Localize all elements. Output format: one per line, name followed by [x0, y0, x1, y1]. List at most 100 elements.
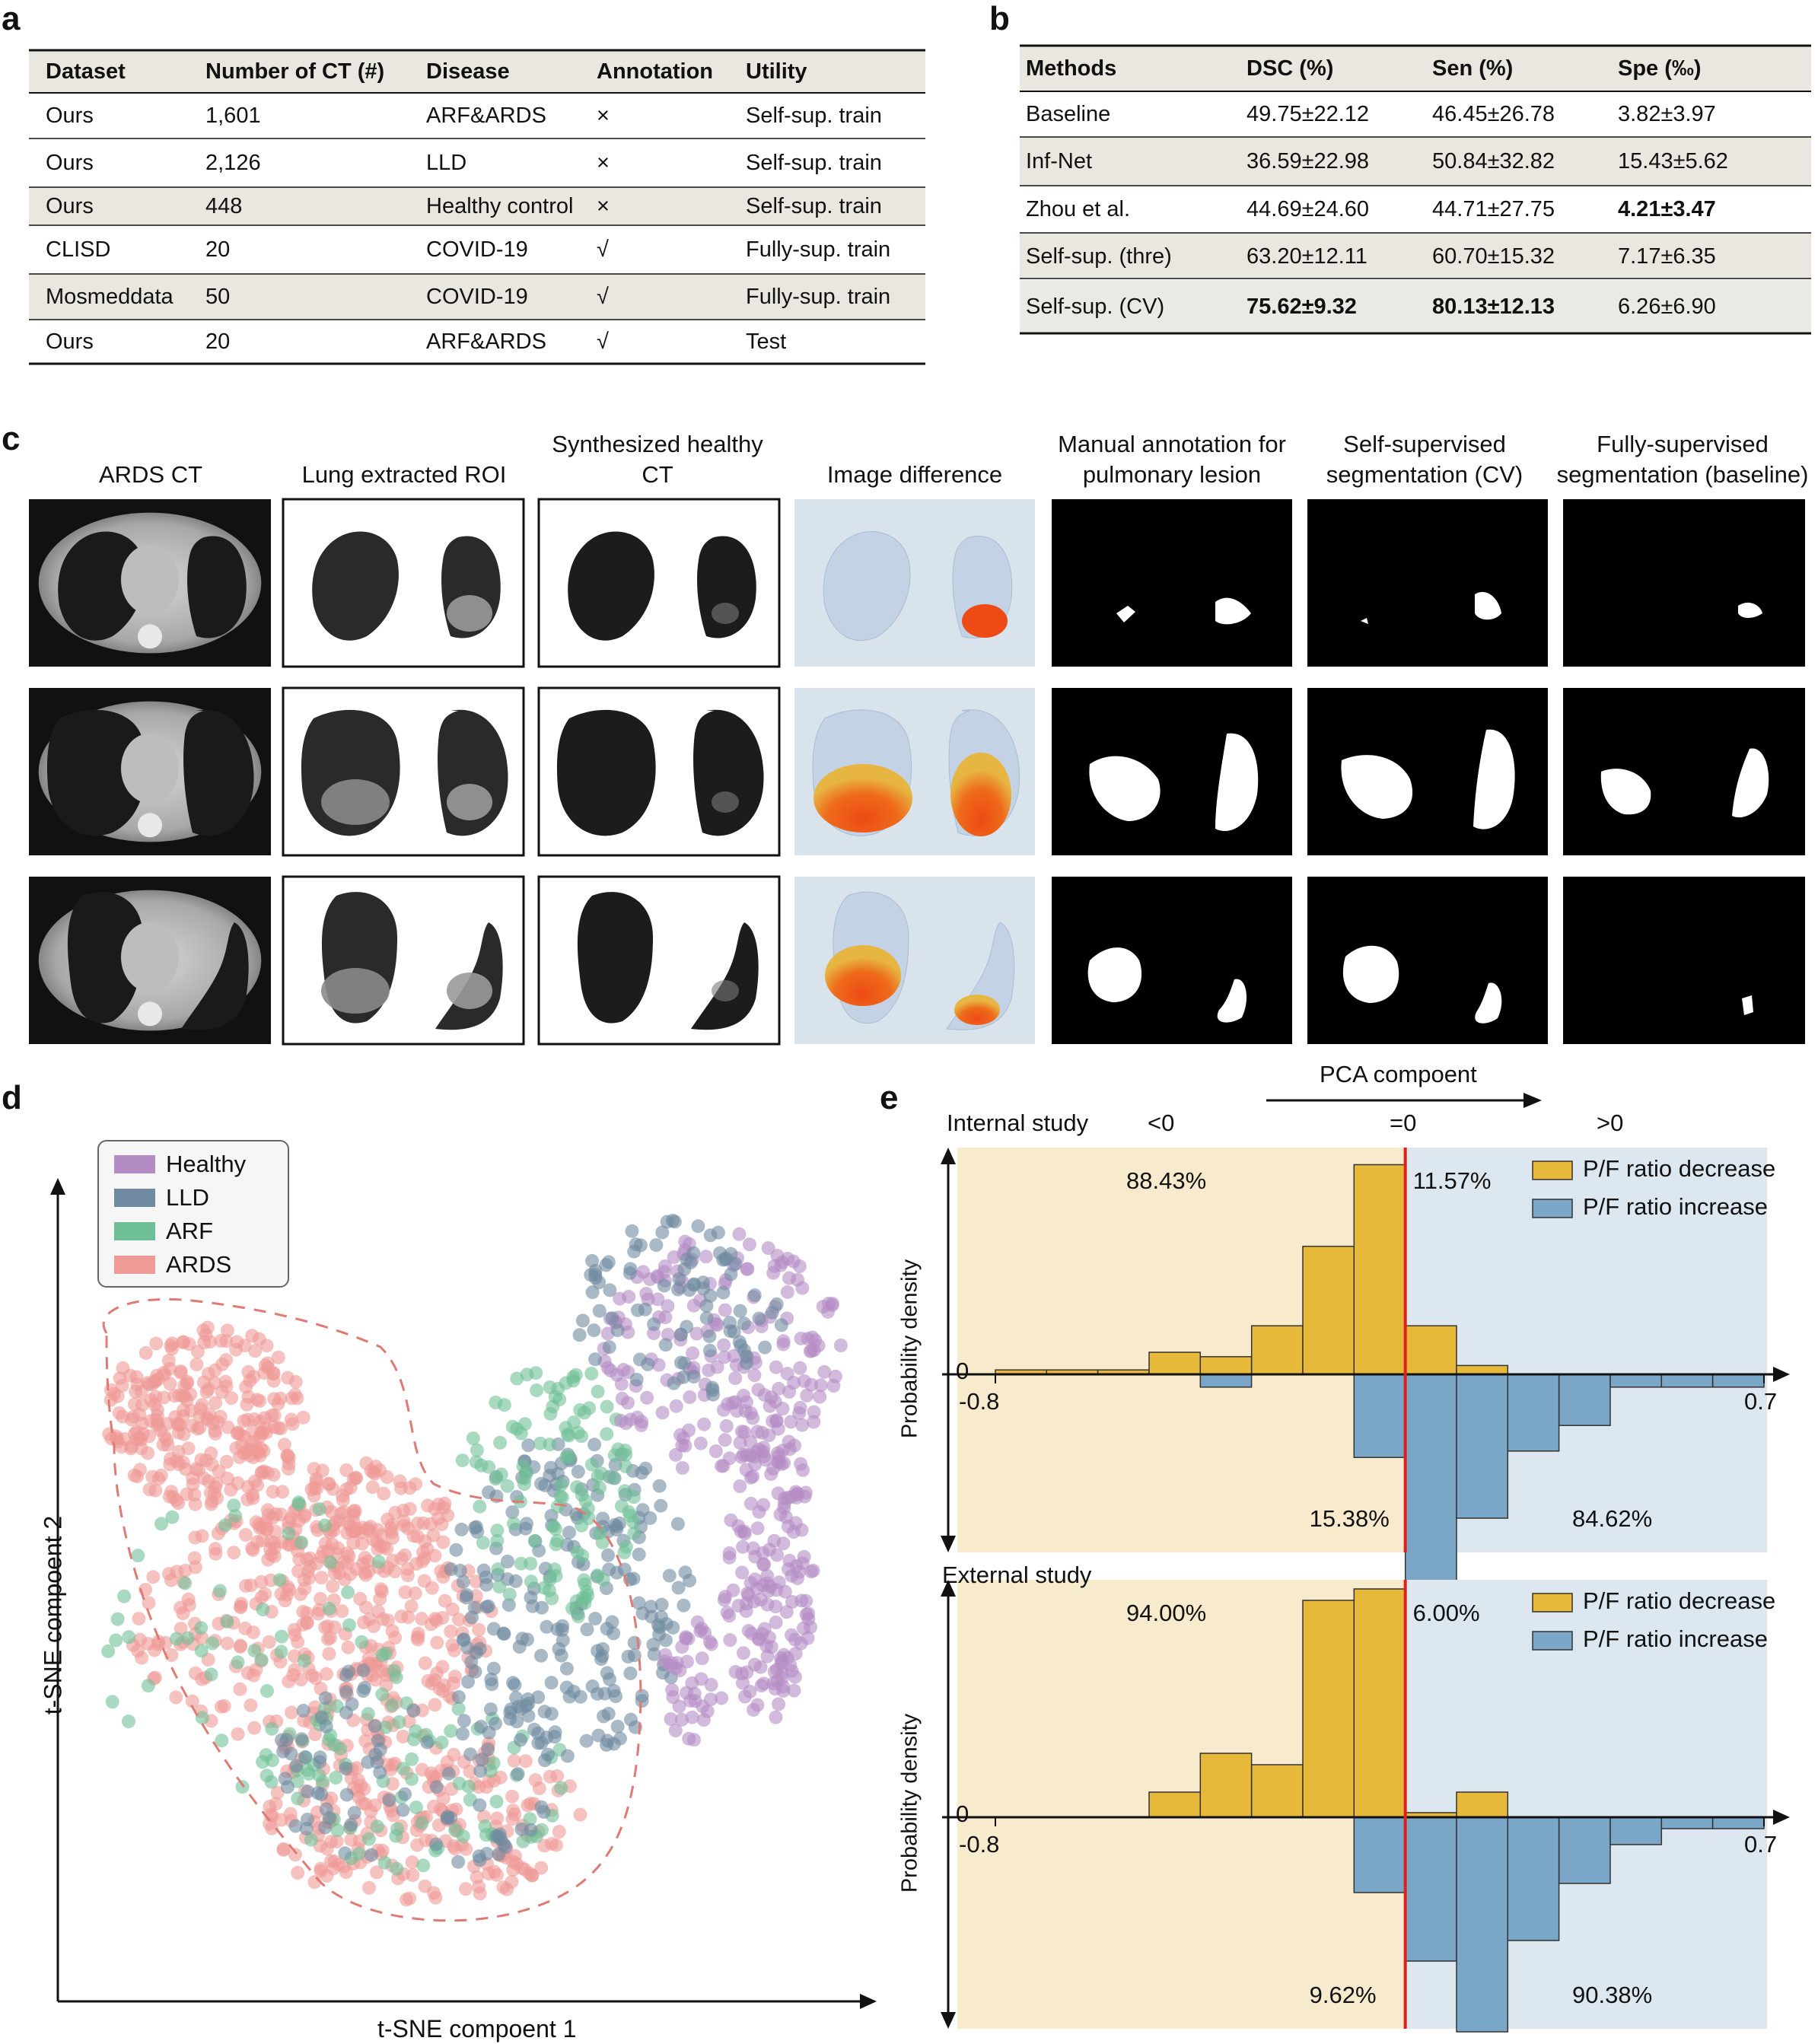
tsne-point	[185, 1694, 199, 1708]
tsne-point	[390, 1822, 405, 1836]
table-a-cell: ARF&ARDS	[426, 103, 546, 128]
tsne-point	[109, 1633, 123, 1648]
bar-decrease	[1353, 1588, 1406, 1818]
tsne-point	[326, 1482, 340, 1496]
col-head-self-supervised: Self-supervised segmentation (CV)	[1326, 431, 1523, 488]
tsne-point	[511, 1767, 525, 1781]
table-a-cell: Ours	[46, 103, 94, 128]
tsne-point	[361, 1832, 376, 1846]
tsne-point	[486, 1756, 501, 1770]
tsne-point	[291, 1866, 305, 1880]
tsne-point	[189, 1462, 203, 1476]
ct-image-r2-c2	[282, 686, 525, 857]
bar-decrease	[1456, 1364, 1509, 1375]
tsne-point	[400, 1562, 415, 1576]
tsne-point	[595, 1649, 610, 1664]
tsne-point	[451, 1613, 466, 1627]
tsne-point	[610, 1323, 625, 1337]
tsne-point	[370, 1820, 384, 1834]
tsne-point	[769, 1414, 784, 1428]
tsne-point	[808, 1333, 823, 1348]
tsne-point	[282, 1462, 295, 1476]
tsne-point	[486, 1622, 501, 1636]
tsne-legend-label: ARF	[166, 1218, 213, 1244]
tsne-point	[265, 1753, 279, 1768]
tsne-point	[550, 1769, 565, 1783]
tsne-point	[732, 1227, 747, 1241]
tsne-point	[355, 1635, 369, 1649]
tsne-point	[615, 1391, 629, 1406]
tsne-point	[418, 1656, 432, 1670]
tsne-point	[331, 1858, 345, 1872]
tsne-point	[782, 1562, 795, 1576]
tsne-point	[181, 1441, 196, 1456]
tsne-point	[384, 1525, 399, 1539]
tsne-point	[276, 1744, 290, 1759]
tsne-point	[244, 1698, 258, 1712]
table-a-cell: √	[597, 237, 609, 262]
zero-label: 0	[956, 1800, 969, 1827]
bar-decrease	[1302, 1600, 1355, 1818]
tsne-point	[750, 1698, 765, 1712]
tsne-point	[555, 1622, 569, 1637]
tsne-point	[715, 1691, 729, 1705]
tsne-point	[578, 1596, 592, 1610]
table-a-cell: ×	[597, 194, 610, 218]
tsne-point	[592, 1304, 607, 1318]
tsne-point	[600, 1734, 615, 1748]
tsne-point	[117, 1589, 132, 1603]
tsne-point	[392, 1715, 406, 1729]
tsne-point	[518, 1521, 533, 1536]
tsne-point	[289, 1759, 304, 1773]
tsne-point	[661, 1299, 675, 1313]
tsne-point	[514, 1733, 527, 1747]
tsne-point	[274, 1644, 288, 1659]
tsne-point	[746, 1469, 760, 1484]
tsne-point	[630, 1410, 645, 1425]
tsne-point	[339, 1761, 353, 1775]
tsne-point	[651, 1292, 665, 1307]
tsne-point	[368, 1798, 382, 1813]
tsne-point	[256, 1444, 271, 1458]
tsne-point	[622, 1290, 636, 1304]
tsne-point	[370, 1865, 384, 1880]
tsne-point	[341, 1640, 355, 1654]
tsne-point	[794, 1457, 808, 1471]
tsne-point	[451, 1702, 466, 1716]
tsne-point	[382, 1793, 396, 1807]
tsne-point	[339, 1685, 353, 1699]
tsne-point	[378, 1720, 393, 1734]
tsne-point	[696, 1699, 710, 1714]
tsne-point	[747, 1368, 762, 1383]
tsne-point	[702, 1343, 717, 1358]
tsne-point	[478, 1819, 492, 1833]
tsne-point	[335, 1604, 349, 1619]
bar-increase	[1609, 1816, 1663, 1845]
bar-decrease	[1199, 1356, 1253, 1375]
table-b-cell: 44.69±24.60	[1246, 197, 1370, 221]
tsne-point	[294, 1673, 308, 1687]
tsne-legend-swatch	[114, 1189, 155, 1207]
tsne-point	[704, 1678, 718, 1692]
tsne-point	[455, 1727, 470, 1741]
tsne-point	[195, 1529, 209, 1543]
tsne-point	[387, 1664, 401, 1678]
tsne-point	[772, 1381, 786, 1396]
tsne-point	[492, 1847, 506, 1861]
tsne-point	[703, 1288, 718, 1303]
tsne-point	[314, 1592, 328, 1606]
tsne-point	[606, 1471, 620, 1485]
tsne-point	[534, 1648, 548, 1663]
tsne-point	[204, 1667, 218, 1682]
tsne-point	[194, 1644, 209, 1658]
bar-decrease	[1148, 1352, 1202, 1375]
tsne-point	[170, 1632, 183, 1646]
tsne-point	[673, 1428, 687, 1442]
tsne-point	[680, 1654, 694, 1669]
tsne-point	[233, 1639, 247, 1654]
tsne-point	[314, 1787, 329, 1801]
bar-decrease	[1302, 1246, 1355, 1375]
tsne-point	[330, 1823, 345, 1838]
table-a-cell: Ours	[46, 151, 94, 175]
table-a-cell: Ours	[46, 194, 94, 218]
